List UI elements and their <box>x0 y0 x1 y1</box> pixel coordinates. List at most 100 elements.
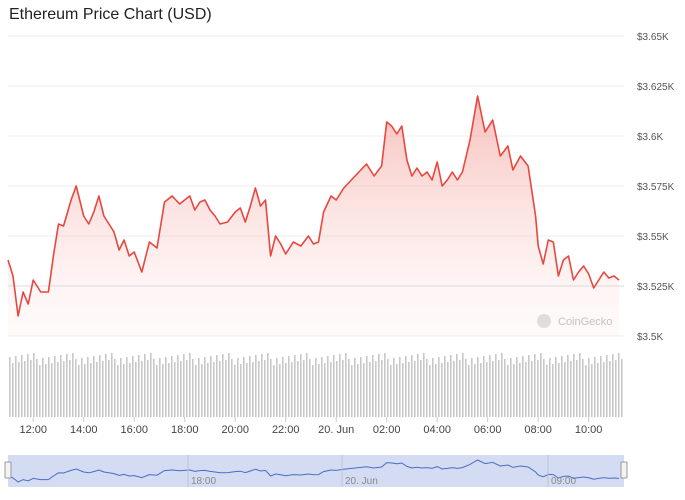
x-tick-label: 02:00 <box>373 424 401 436</box>
volume-bar <box>96 362 98 417</box>
volume-bar <box>72 353 74 417</box>
volume-bar <box>339 354 341 417</box>
volume-bar <box>426 359 428 417</box>
volume-bar <box>285 363 287 417</box>
volume-bar <box>177 355 179 417</box>
volume-bar <box>345 353 347 417</box>
volume-bar <box>372 355 374 417</box>
volume-bar <box>483 356 485 417</box>
volume-bar <box>282 357 284 417</box>
volume-bar <box>333 355 335 417</box>
volume-bar <box>264 360 266 417</box>
volume-bar <box>600 356 602 417</box>
volume-bar <box>99 355 101 417</box>
volume-bar <box>618 353 620 417</box>
volume-bar <box>234 365 236 417</box>
y-tick-label: $3.525K <box>637 282 675 293</box>
volume-bar <box>36 359 38 417</box>
y-axis: $3.65K $3.625K $3.6K $3.575K $3.55K $3.525K $3… <box>637 32 675 343</box>
volume-bar <box>63 361 65 417</box>
navigator-range <box>8 455 624 487</box>
volume-bar <box>165 357 167 417</box>
volume-bar <box>237 358 239 417</box>
x-tick-label: 04:00 <box>423 424 451 436</box>
volume-bar <box>309 359 311 417</box>
volume-bar <box>156 365 158 417</box>
volume-bar <box>222 354 224 417</box>
volume-bar <box>204 357 206 417</box>
volume-bar <box>318 364 320 417</box>
volume-bar <box>216 355 218 417</box>
y-tick-label: $3.6K <box>637 132 663 143</box>
volume-bar <box>18 362 20 417</box>
volume-bar <box>141 361 143 417</box>
volume-bar <box>474 364 476 417</box>
volume-bar <box>348 359 350 417</box>
volume-bar <box>189 353 191 417</box>
y-tick-label: $3.65K <box>637 32 669 43</box>
volume-bar <box>93 356 95 417</box>
volume-bar <box>315 358 317 417</box>
price-line <box>7 95 620 317</box>
volume-bar <box>12 363 14 417</box>
volume-bar <box>456 354 458 417</box>
volume-bar <box>255 355 257 417</box>
volume-bar <box>42 358 44 417</box>
x-tick-label: 22:00 <box>272 424 300 436</box>
volume-bar <box>183 354 185 417</box>
navigator-left-handle[interactable] <box>4 461 12 479</box>
volume-bar <box>24 361 26 417</box>
volume-bar <box>171 356 173 417</box>
volume-bar <box>402 363 404 417</box>
volume-bar <box>378 354 380 417</box>
volume-bar <box>69 360 71 417</box>
navigator[interactable]: 18:00 20. Jun 09:00 <box>4 455 628 487</box>
volume-bar <box>90 363 92 417</box>
volume-bar <box>585 365 587 417</box>
volume-bar <box>537 360 539 417</box>
volume-bar <box>366 356 368 417</box>
volume-bar <box>405 356 407 417</box>
volume-bar <box>336 361 338 417</box>
volume-bar <box>66 354 68 417</box>
volume-bar <box>147 360 149 417</box>
volume-bar <box>612 354 614 417</box>
volume-bar <box>192 359 194 417</box>
volume-bar <box>447 362 449 417</box>
x-tick-label: 20. Jun <box>318 424 354 436</box>
volume-bar <box>120 358 122 417</box>
volume-bar <box>504 359 506 417</box>
navigator-line <box>7 459 620 483</box>
volume-bar <box>51 363 53 417</box>
volume-bar <box>273 365 275 417</box>
x-tick-label: 12:00 <box>19 424 47 436</box>
volume-bar <box>324 363 326 417</box>
navigator-right-handle[interactable] <box>620 461 628 479</box>
volume-bar <box>429 365 431 417</box>
volume-bar <box>78 365 80 417</box>
volume-bar <box>480 363 482 417</box>
volume-bar <box>375 361 377 417</box>
volume-bar <box>114 359 116 417</box>
volume-bar <box>588 358 590 417</box>
volume-bar <box>33 353 35 417</box>
volume-bar <box>546 365 548 417</box>
volume-bar <box>579 353 581 417</box>
volume-bar <box>9 357 11 417</box>
volume-bar <box>240 364 242 417</box>
volume-bar <box>393 358 395 417</box>
volume-bar <box>444 356 446 417</box>
volume-bar <box>45 364 47 417</box>
volume-bar <box>603 362 605 417</box>
volume-bar <box>327 356 329 417</box>
volume-bar <box>606 355 608 417</box>
volume-bar <box>243 357 245 417</box>
volume-bar <box>129 363 131 417</box>
chart-title: Ethereum Price Chart (USD) <box>9 6 212 23</box>
volume-bar <box>84 364 86 417</box>
volume-bar <box>528 355 530 417</box>
volume-bar <box>414 361 416 417</box>
volume-bar <box>225 360 227 417</box>
volume-bar <box>408 362 410 417</box>
volume-bar <box>105 354 107 417</box>
